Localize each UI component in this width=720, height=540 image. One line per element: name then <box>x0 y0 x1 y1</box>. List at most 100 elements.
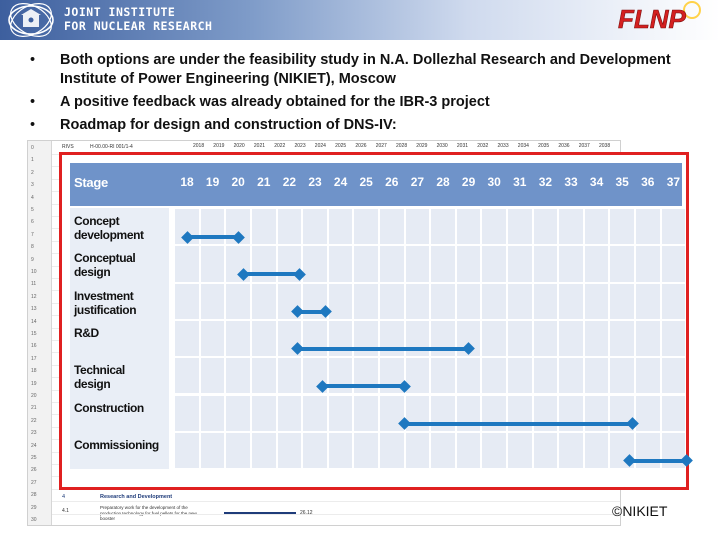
grid-cell <box>508 395 532 431</box>
grid-cell <box>508 358 532 394</box>
bullet-dot-icon: • <box>30 52 36 68</box>
stage-label: R&D <box>74 325 99 340</box>
grid-cell <box>610 246 634 282</box>
grid-cell <box>405 358 430 394</box>
stage-bar <box>297 309 326 314</box>
grid-cell <box>252 283 276 319</box>
grid-cell <box>559 320 583 357</box>
sheet-year: 2024 <box>314 143 326 149</box>
grid-cell <box>303 246 327 282</box>
sheet-year: 2020 <box>233 143 245 149</box>
grid-cell <box>533 432 558 469</box>
grid-cell <box>405 395 430 431</box>
row-number: 9 <box>31 256 34 263</box>
sheet-year: 2035 <box>538 143 550 149</box>
grid-cell <box>328 432 353 469</box>
sheet-year: 2037 <box>578 143 590 149</box>
grid-cell <box>354 246 378 282</box>
grid-cell <box>456 246 481 282</box>
grid-cell <box>482 283 506 319</box>
grid-cell <box>380 432 404 469</box>
grid-cell <box>252 432 276 469</box>
grid-cell <box>431 395 455 431</box>
sheet-section-number: 4 <box>62 494 66 500</box>
grid-cell <box>610 283 634 319</box>
grid-cell <box>610 209 634 245</box>
sheet-year: 2026 <box>355 143 367 149</box>
row-number: 4 <box>31 194 34 201</box>
grid-cell <box>456 395 481 431</box>
bullet-item: • Both options are under the feasibility… <box>30 51 690 89</box>
grid-cell <box>431 246 455 282</box>
bullet-text: A positive feedback was already obtained… <box>60 94 490 110</box>
column-label: 32 <box>538 175 553 189</box>
grid-cell <box>456 358 481 394</box>
grid-cell <box>277 432 302 469</box>
bullet-item: • Roadmap for design and construction of… <box>30 116 690 135</box>
row-number: 25 <box>31 455 37 461</box>
grid-cell <box>610 320 634 357</box>
credit: ©NIKIET <box>612 503 668 519</box>
grid-cell <box>405 209 430 245</box>
sheet-year: 2018 <box>193 143 205 149</box>
grid-cell <box>380 209 404 245</box>
row-number: 0 <box>31 145 34 151</box>
column-label: 26 <box>385 175 399 189</box>
sheet-year: 2023 <box>294 143 306 149</box>
grid-cell <box>584 209 609 245</box>
grid-cell <box>508 246 532 282</box>
grid-cell <box>354 358 378 394</box>
grid-cell <box>636 283 660 319</box>
column-label: 24 <box>333 175 348 189</box>
sheet-year: 2027 <box>375 143 387 149</box>
column-label: 20 <box>231 175 245 189</box>
row-number: 24 <box>31 442 37 449</box>
grid-cell <box>303 209 327 245</box>
jinr-emblem-icon <box>8 3 54 37</box>
grid-cell <box>328 395 353 431</box>
roadmap-gantt: Stage 18 19 20 21 22 23 24 25 26 27 28 29 30 31 32 33 34… <box>59 152 693 490</box>
column-label: 28 <box>436 175 450 189</box>
grid-cell <box>303 320 327 357</box>
grid-cell <box>661 283 686 319</box>
bullet-list: • Both options are under the feasibility… <box>30 51 690 135</box>
sheet-gridline <box>52 513 620 515</box>
grid-cell <box>175 246 199 282</box>
grid-cell <box>456 432 481 469</box>
row-number: 2 <box>31 169 34 176</box>
row-number-column: 0 1 2 3 4 5 6 7 8 9 10 11 12 13 14 15 16 17 18 19 20 21 22 23 24… <box>28 141 52 525</box>
grid-cell <box>661 395 686 431</box>
stage-bar <box>629 458 687 463</box>
stage-label: Investment justification <box>74 288 137 317</box>
row-number: 12 <box>31 293 37 300</box>
row-number: 20 <box>31 393 37 399</box>
grid-cell <box>354 209 378 245</box>
bullet-text: Roadmap for design and construction of D… <box>60 117 397 133</box>
sheet-section-title: Research and Development <box>100 494 173 500</box>
sheet-year: 2021 <box>253 143 266 149</box>
bullet-dot-icon: • <box>30 117 36 133</box>
grid-cell <box>559 246 583 282</box>
column-label: 18 <box>180 175 194 189</box>
grid-cell <box>431 432 455 469</box>
grid-cell <box>661 320 686 357</box>
row-number: 26 <box>31 467 37 474</box>
row-number: 8 <box>31 244 34 251</box>
grid-cell <box>482 246 506 282</box>
grid-cell <box>175 358 199 394</box>
sheet-year: 2030 <box>436 143 448 149</box>
row-number: 28 <box>31 492 37 499</box>
sheet-year: 2028 <box>396 143 408 149</box>
row-number: 22 <box>31 417 37 424</box>
sheet-year: 2031 <box>456 143 469 149</box>
column-label: 21 <box>257 175 271 189</box>
sheet-code: RIVS <box>62 144 74 150</box>
sheet-sub-number: 4.1 <box>62 508 69 514</box>
column-label: 34 <box>589 175 604 189</box>
stage-column <box>70 208 169 469</box>
bullet-item: • A positive feedback was already obtain… <box>30 93 690 112</box>
grid-cell <box>636 358 660 394</box>
grid-cell <box>636 320 660 357</box>
grid-cell <box>200 283 225 319</box>
row-number: 14 <box>31 318 37 325</box>
